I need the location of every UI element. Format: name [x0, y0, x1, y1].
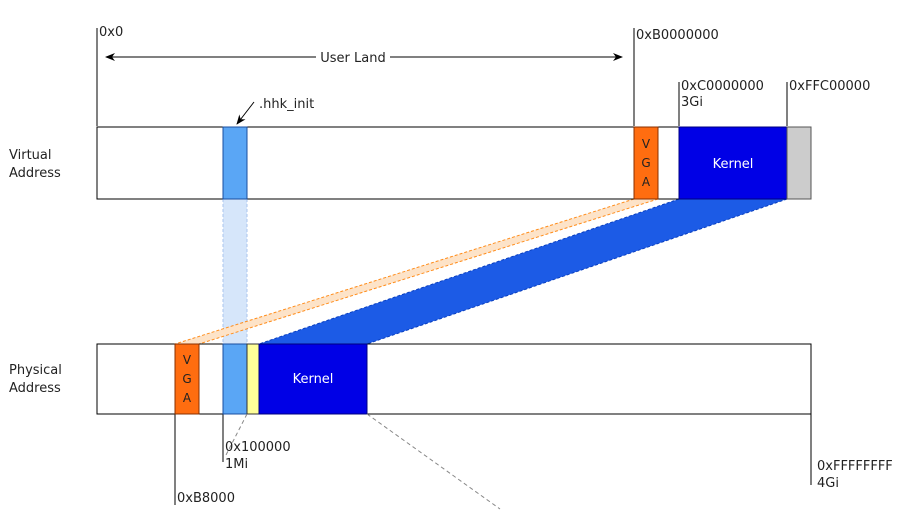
hhk-leader-dashed: [225, 413, 248, 456]
address-4gi-label: 4Gi: [817, 476, 839, 491]
address-ffffffff-label: 0xFFFFFFFF: [817, 459, 893, 474]
vga-mapping-edge-left: [174, 198, 635, 345]
address-zero-label: 0x0: [99, 25, 123, 40]
physical-boot-stub-block: [246, 343, 260, 415]
kernel-leader-dashed: [366, 413, 501, 510]
physical-address-label-line1: Physical: [9, 363, 62, 378]
virtual-vga-letter-v: V: [642, 137, 651, 151]
address-3gi-label: 3Gi: [681, 95, 703, 110]
vga-mapping-band: [175, 199, 658, 344]
virtual-vga-letter-g: G: [641, 156, 650, 170]
address-c0000000-label: 0xC0000000: [681, 79, 764, 94]
address-1mi-label: 1Mi: [225, 457, 248, 472]
vga-mapping-edge-right: [198, 198, 659, 345]
physical-vga-letter-v: V: [183, 353, 192, 367]
address-ffc00000-label: 0xFFC00000: [789, 79, 870, 94]
physical-vga-letter-g: G: [182, 372, 191, 386]
virtual-kernel-block: [678, 126, 788, 200]
physical-vga-block: [174, 343, 200, 415]
address-b0000000-label: 0xB0000000: [636, 28, 719, 43]
kernel-mapping-edge-left: [258, 198, 680, 345]
hhk-init-label: .hhk_init: [259, 97, 314, 112]
address-b8000-label: 0xB8000: [177, 491, 235, 506]
virtual-kernel-label: Kernel: [713, 157, 754, 172]
virtual-vga-letter-a: A: [642, 175, 651, 189]
virtual-reserved-block: [786, 126, 812, 200]
physical-address-label-line2: Address: [9, 381, 61, 396]
physical-hhk-init-block: [222, 343, 248, 415]
physical-vga-letter-a: A: [183, 391, 192, 405]
virtual-vga-block: [633, 126, 659, 200]
hhk-init-pointer-arrow: [236, 101, 255, 125]
user-land-label: User Land: [320, 51, 385, 66]
physical-kernel-block: [258, 343, 368, 415]
address-100000-label: 0x100000: [225, 440, 291, 455]
hhk-init-identity-band: [223, 199, 247, 344]
kernel-mapping-edge-right: [366, 198, 788, 345]
virtual-address-label-line2: Address: [9, 166, 61, 181]
virtual-address-label-line1: Virtual: [9, 148, 51, 163]
virtual-hhk-init-block: [222, 126, 248, 200]
physical-kernel-label: Kernel: [293, 372, 334, 387]
kernel-mapping-band: [259, 199, 787, 344]
physical-address-space-bar: [96, 343, 812, 415]
